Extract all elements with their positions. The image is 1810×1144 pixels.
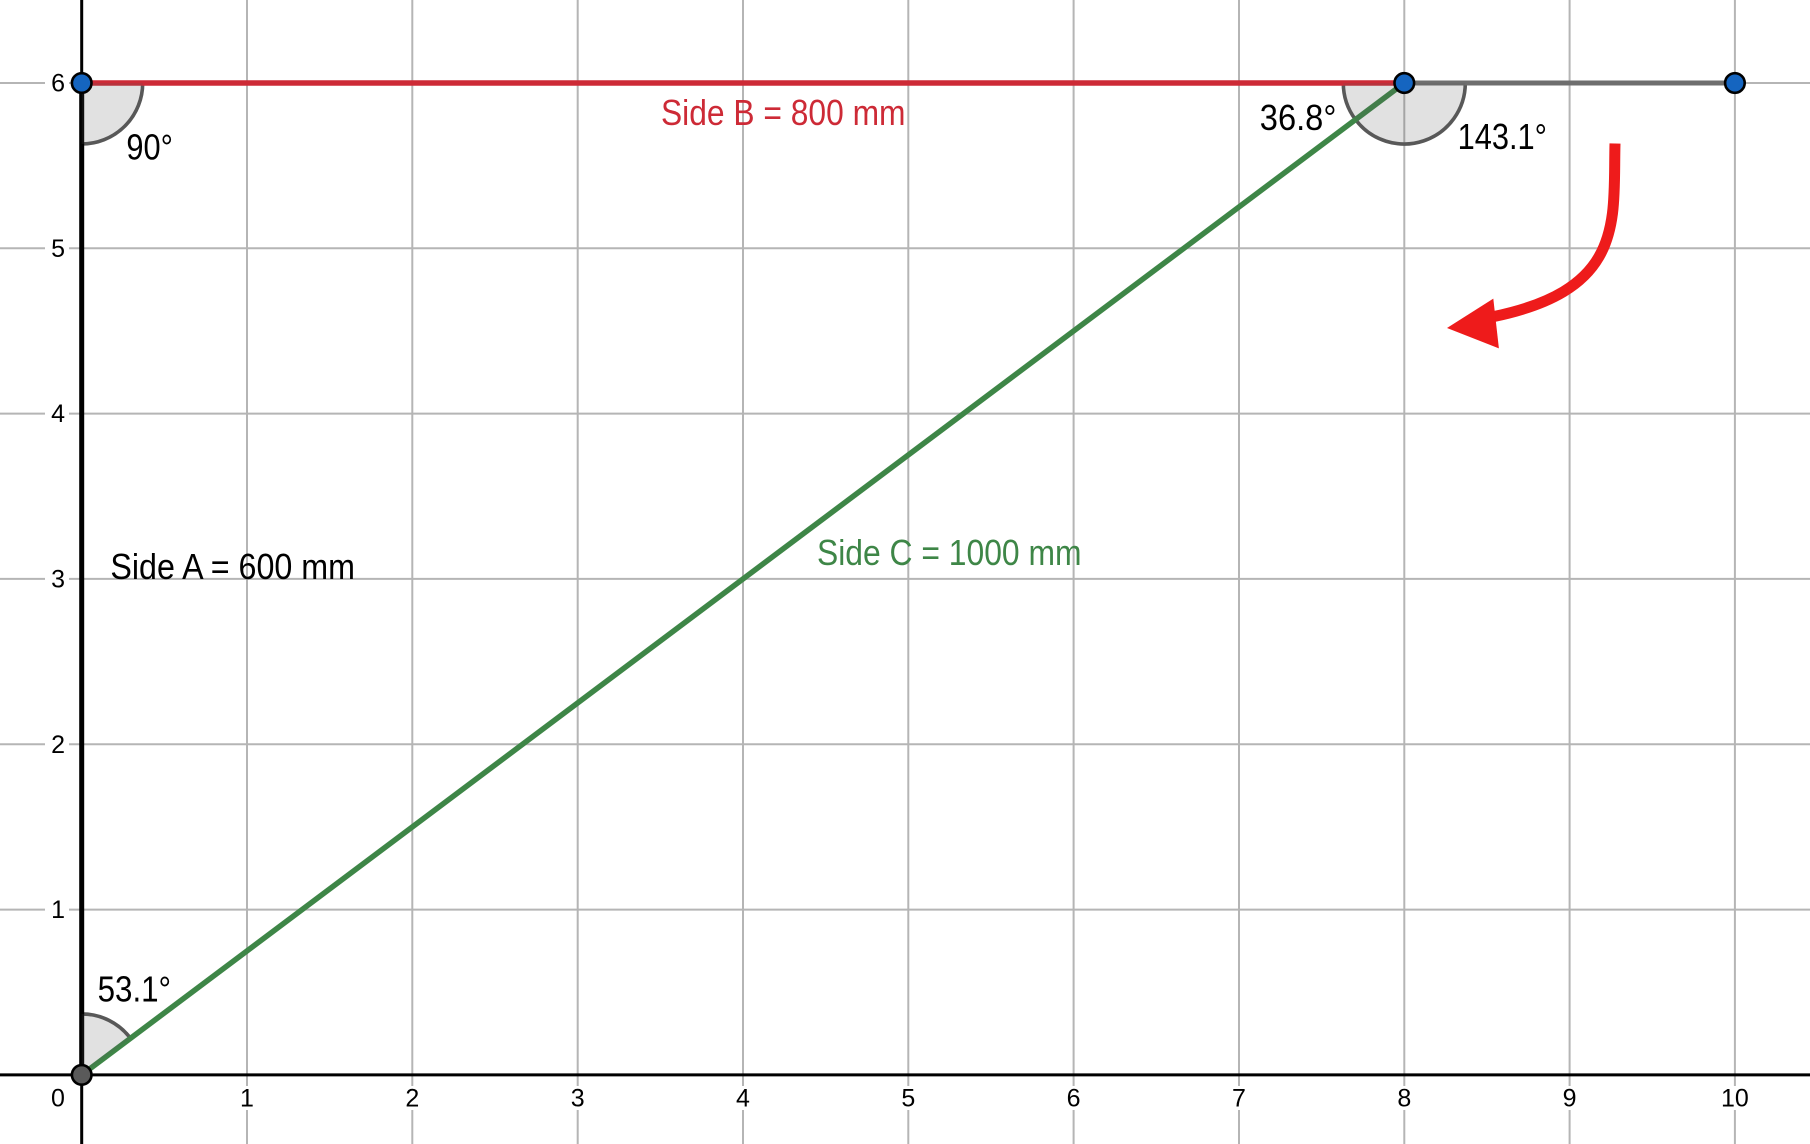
svg-text:1: 1 <box>240 1085 254 1113</box>
svg-text:90°: 90° <box>126 126 172 167</box>
svg-text:8: 8 <box>1397 1085 1411 1113</box>
svg-text:2: 2 <box>405 1085 419 1113</box>
svg-text:6: 6 <box>1067 1085 1081 1113</box>
svg-text:0: 0 <box>51 1085 65 1113</box>
svg-text:5: 5 <box>51 235 65 263</box>
svg-text:Side B = 800 mm: Side B = 800 mm <box>661 92 906 133</box>
svg-text:7: 7 <box>1232 1085 1246 1113</box>
svg-text:6: 6 <box>51 70 65 98</box>
svg-text:3: 3 <box>51 565 65 593</box>
svg-text:3: 3 <box>571 1085 585 1113</box>
svg-text:53.1°: 53.1° <box>98 969 172 1010</box>
svg-text:4: 4 <box>736 1085 750 1113</box>
svg-text:2: 2 <box>51 731 65 759</box>
svg-text:Side A = 600 mm: Side A = 600 mm <box>110 546 355 587</box>
svg-text:5: 5 <box>901 1085 915 1113</box>
svg-text:9: 9 <box>1563 1085 1577 1113</box>
svg-text:10: 10 <box>1721 1085 1749 1113</box>
svg-text:36.8°: 36.8° <box>1260 97 1337 138</box>
svg-text:4: 4 <box>51 400 65 428</box>
svg-text:Side C = 1000 mm: Side C = 1000 mm <box>817 532 1082 573</box>
svg-text:1: 1 <box>51 896 65 924</box>
svg-text:143.1°: 143.1° <box>1458 116 1547 157</box>
